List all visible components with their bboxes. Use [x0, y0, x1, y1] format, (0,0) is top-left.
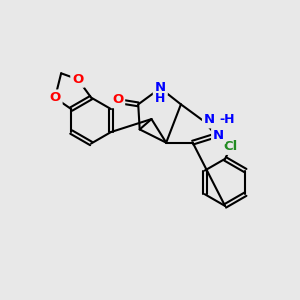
- Text: N: N: [155, 81, 166, 94]
- Text: O: O: [72, 73, 83, 86]
- Text: O: O: [112, 93, 123, 106]
- Text: N: N: [213, 129, 224, 142]
- Text: O: O: [50, 92, 61, 104]
- Text: -H: -H: [220, 113, 235, 127]
- Text: H: H: [155, 92, 166, 105]
- Text: Cl: Cl: [223, 140, 238, 153]
- Text: N: N: [204, 113, 215, 127]
